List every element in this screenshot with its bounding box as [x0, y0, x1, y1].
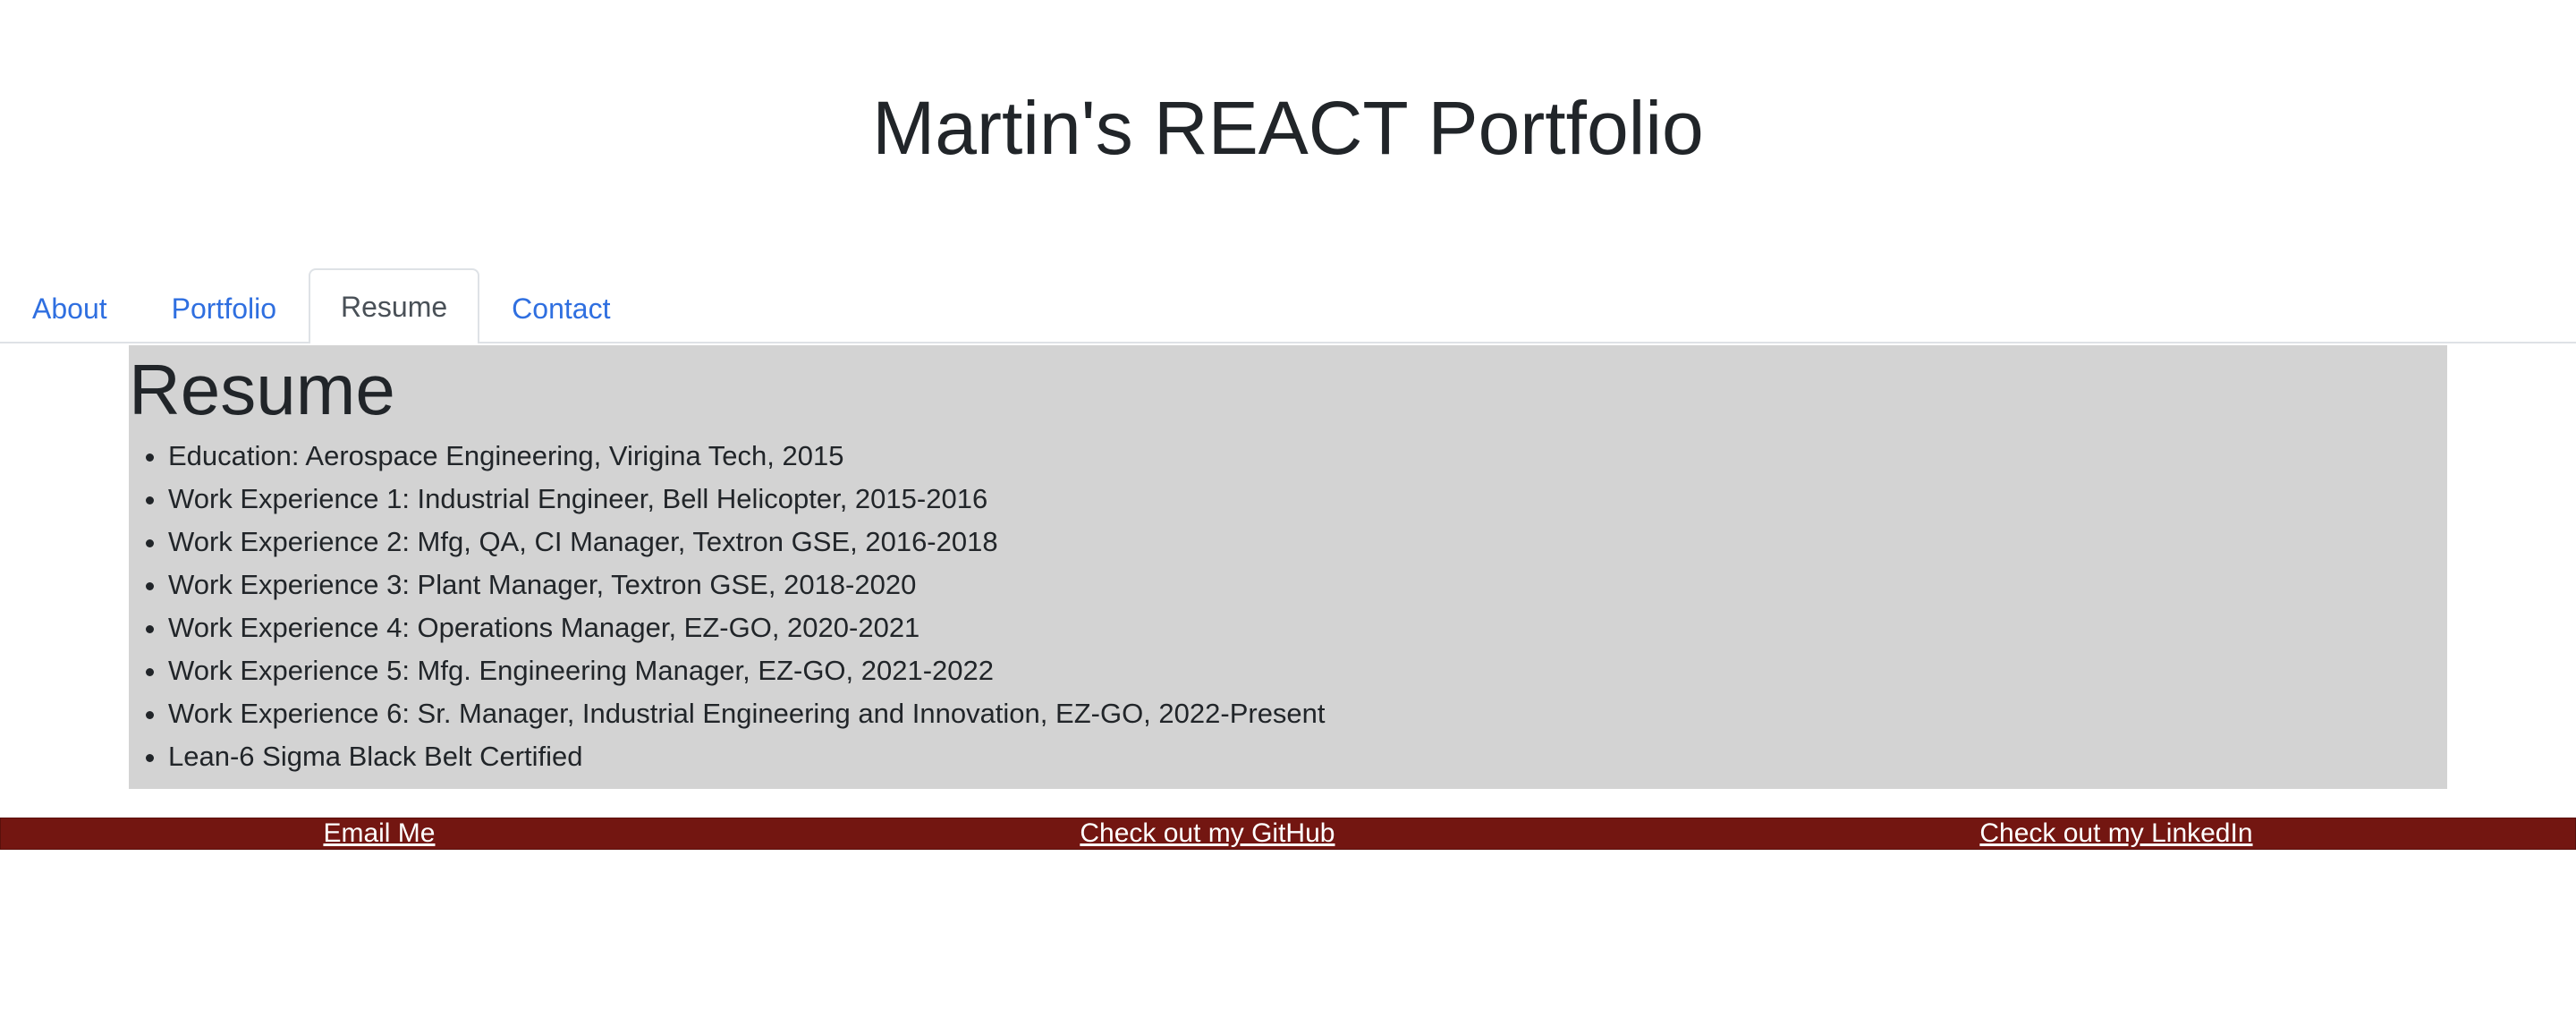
resume-item-certification: Lean-6 Sigma Black Belt Certified: [168, 735, 2447, 778]
resume-heading: Resume: [129, 350, 395, 429]
site-footer: Email Me Check out my GitHub Check out m…: [0, 818, 2576, 850]
tab-contact[interactable]: Contact: [512, 292, 611, 325]
resume-section: Resume Education: Aerospace Engineering,…: [129, 345, 2447, 789]
resume-item-work-3: Work Experience 3: Plant Manager, Textro…: [168, 564, 2447, 606]
tab-resume-item: Resume: [309, 268, 480, 343]
resume-item-work-2: Work Experience 2: Mfg, QA, CI Manager, …: [168, 521, 2447, 564]
nav-tabs: About Portfolio Resume Contact: [0, 268, 2576, 343]
resume-item-work-1: Work Experience 1: Industrial Engineer, …: [168, 478, 2447, 521]
tab-portfolio-item: Portfolio: [140, 270, 309, 342]
tab-resume[interactable]: Resume: [309, 268, 480, 343]
resume-list: Education: Aerospace Engineering, Virigi…: [129, 435, 2447, 778]
tab-portfolio[interactable]: Portfolio: [171, 292, 277, 325]
resume-item-work-6: Work Experience 6: Sr. Manager, Industri…: [168, 692, 2447, 735]
resume-item-work-5: Work Experience 5: Mfg. Engineering Mana…: [168, 649, 2447, 692]
tab-about[interactable]: About: [32, 292, 107, 325]
resume-item-education: Education: Aerospace Engineering, Virigi…: [168, 435, 2447, 478]
tab-contact-item: Contact: [479, 270, 642, 342]
page-title: Martin's REACT Portfolio: [872, 86, 1704, 170]
email-link[interactable]: Email Me: [323, 818, 436, 848]
tab-about-item: About: [0, 270, 140, 342]
linkedin-link[interactable]: Check out my LinkedIn: [1979, 818, 2253, 848]
site-header: Martin's REACT Portfolio: [0, 0, 2576, 259]
github-link[interactable]: Check out my GitHub: [1080, 818, 1335, 848]
resume-item-work-4: Work Experience 4: Operations Manager, E…: [168, 606, 2447, 649]
